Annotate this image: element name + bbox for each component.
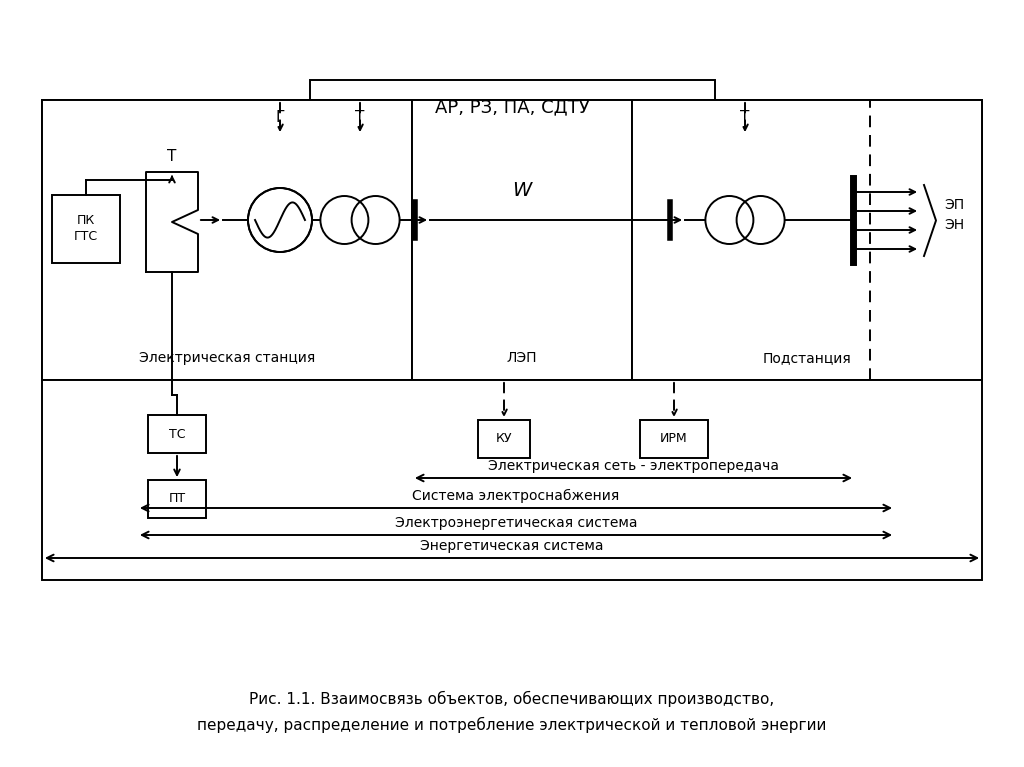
Bar — [148, 415, 206, 453]
Text: Т: Т — [167, 149, 177, 164]
Bar — [42, 100, 412, 380]
Text: ТС: ТС — [169, 427, 185, 440]
Text: Г: Г — [275, 110, 285, 125]
Text: Электрическая сеть - электропередача: Электрическая сеть - электропередача — [488, 459, 779, 473]
Text: Т: Т — [740, 110, 750, 125]
Text: Т: Т — [355, 110, 365, 125]
Text: ПК
ГТС: ПК ГТС — [74, 215, 98, 243]
Text: Электроэнергетическая система: Электроэнергетическая система — [394, 516, 637, 530]
Text: ИРМ: ИРМ — [660, 433, 688, 446]
Text: Система электроснабжения: Система электроснабжения — [413, 489, 620, 503]
Text: Энергетическая система: Энергетическая система — [420, 539, 604, 553]
Text: КУ: КУ — [496, 433, 512, 446]
Text: Рис. 1.1. Взаимосвязь объектов, обеспечивающих производство,
передачу, распредел: Рис. 1.1. Взаимосвязь объектов, обеспечи… — [198, 690, 826, 733]
Circle shape — [321, 196, 369, 244]
Circle shape — [706, 196, 754, 244]
Text: АР, РЗ, ПА, СДТУ: АР, РЗ, ПА, СДТУ — [435, 98, 590, 117]
Text: Электрическая станция: Электрическая станция — [139, 351, 315, 365]
Bar — [412, 100, 632, 380]
Polygon shape — [146, 172, 198, 272]
Text: ПТ: ПТ — [168, 492, 185, 505]
Bar — [52, 195, 120, 263]
Text: ЛЭП: ЛЭП — [507, 351, 538, 365]
Text: W: W — [512, 181, 531, 200]
Bar — [42, 380, 982, 580]
Bar — [640, 420, 708, 458]
Circle shape — [351, 196, 399, 244]
Circle shape — [248, 188, 312, 252]
Bar — [310, 80, 715, 135]
Bar — [148, 480, 206, 518]
Bar — [42, 100, 982, 380]
Bar — [632, 100, 982, 380]
Text: ЭП
ЭН: ЭП ЭН — [944, 198, 965, 232]
Text: Подстанция: Подстанция — [763, 351, 851, 365]
Bar — [478, 420, 530, 458]
Circle shape — [736, 196, 784, 244]
